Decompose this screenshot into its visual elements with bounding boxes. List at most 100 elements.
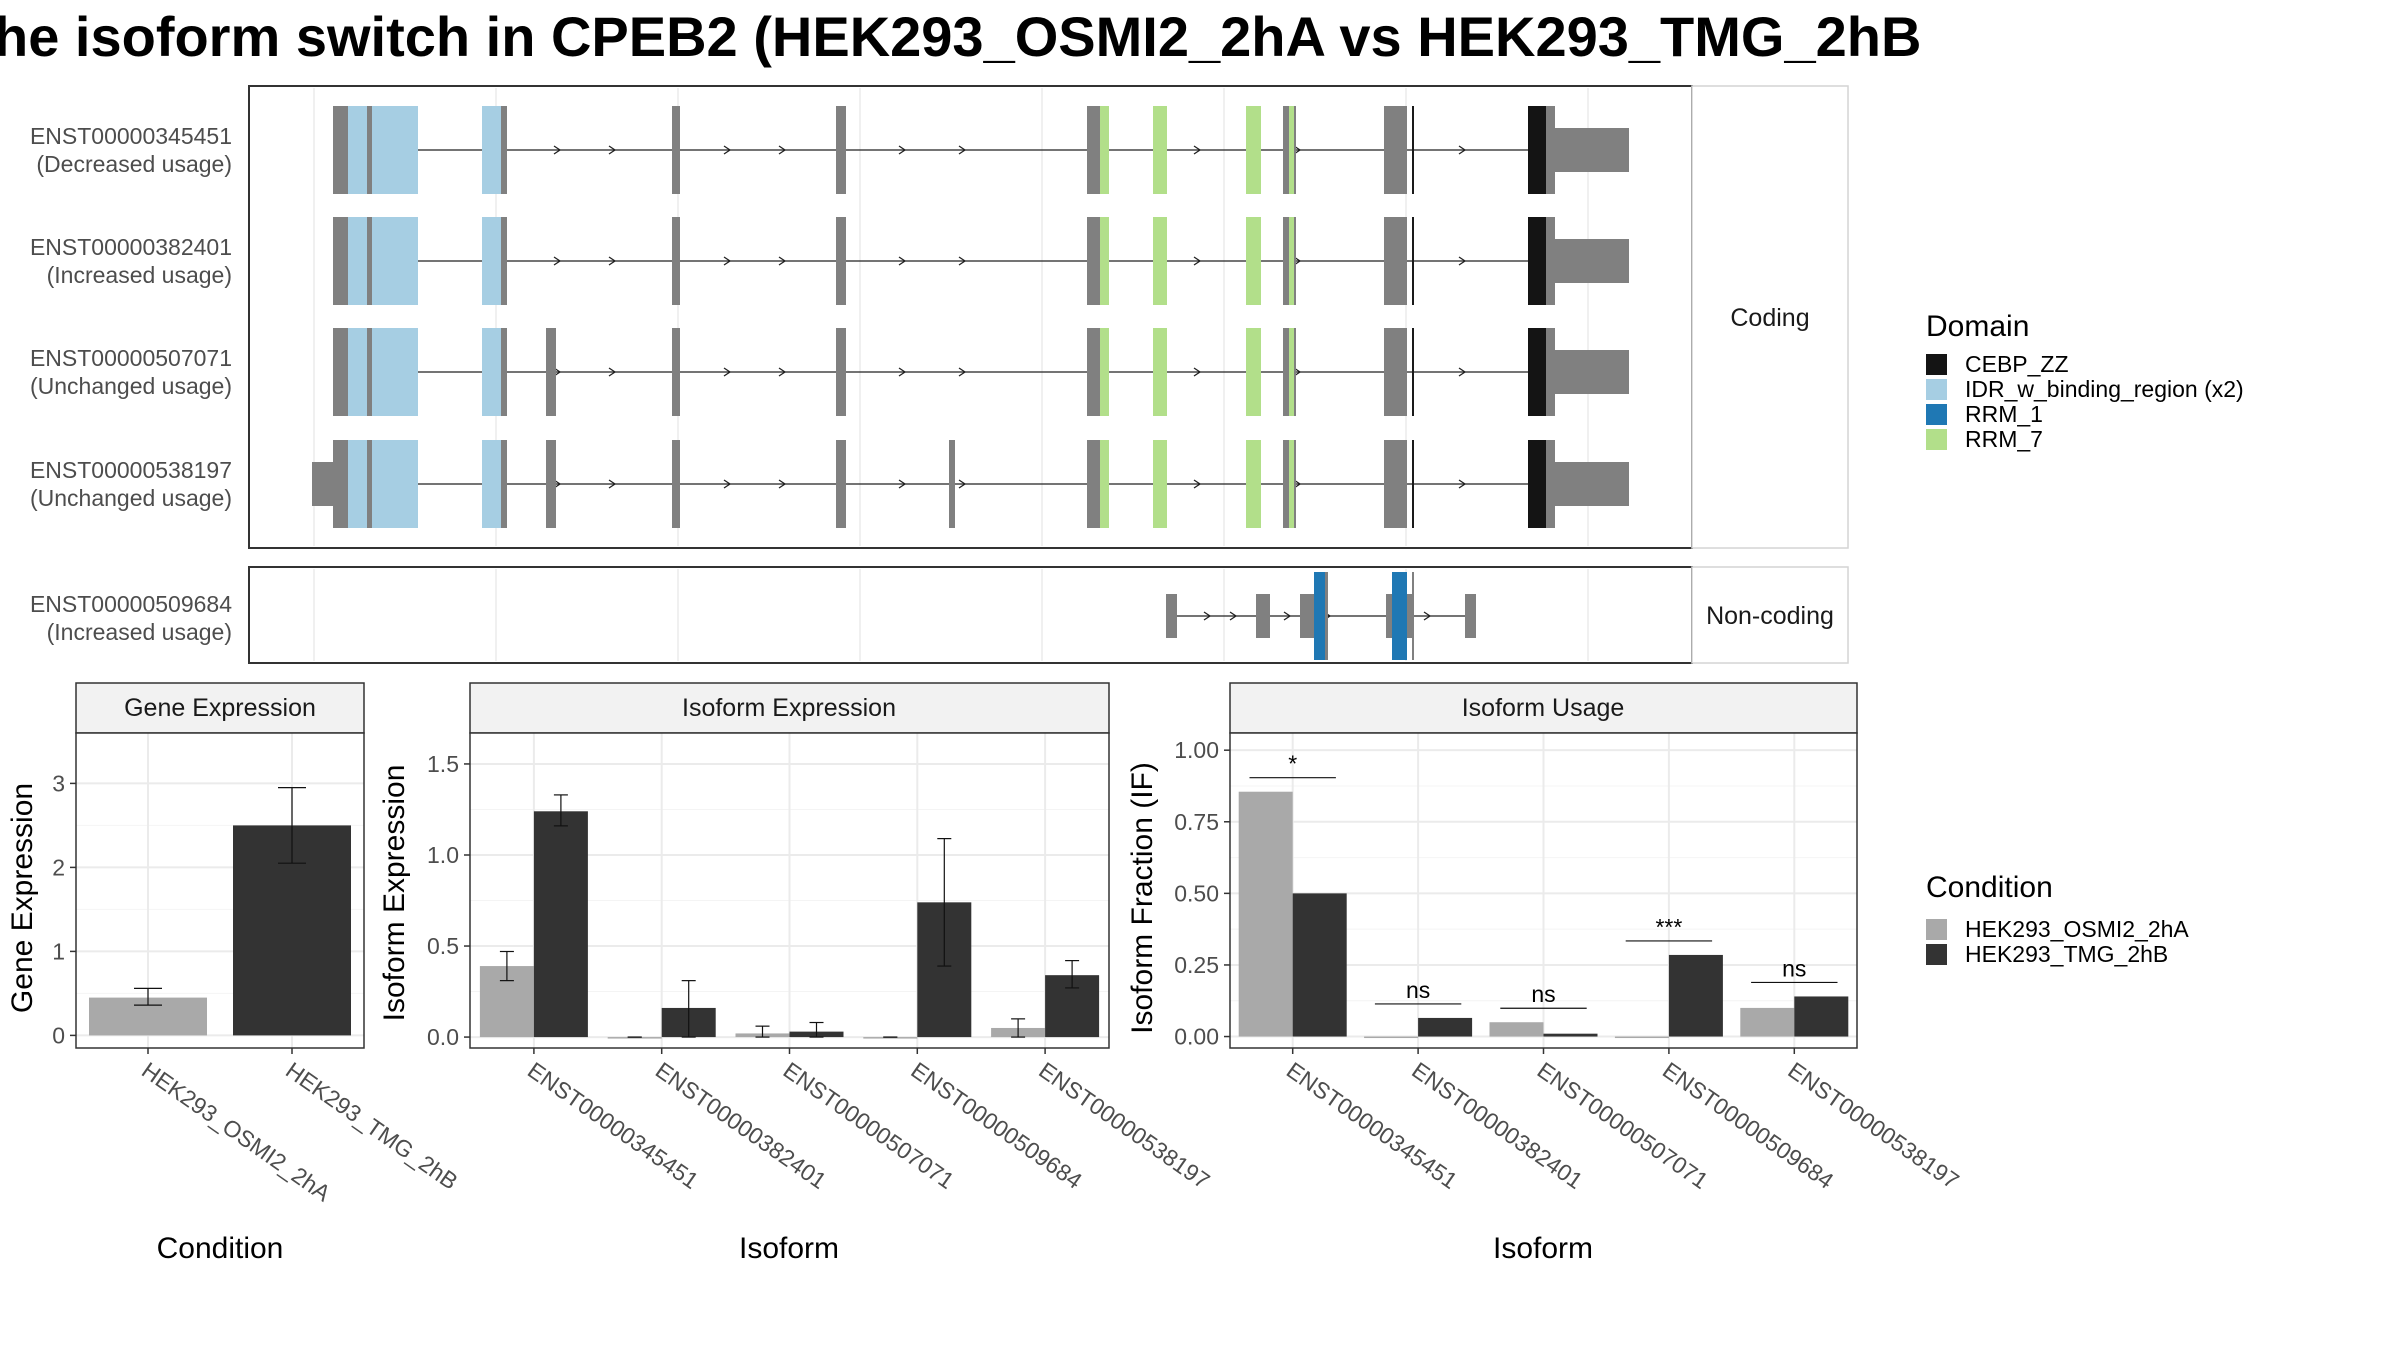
bar bbox=[1418, 1017, 1473, 1037]
exon-block bbox=[546, 328, 556, 416]
utr-block bbox=[1541, 128, 1629, 172]
strand-arrow bbox=[723, 256, 732, 266]
error-bar bbox=[278, 786, 306, 864]
error-bar bbox=[809, 1021, 824, 1038]
rrm7-domain bbox=[1246, 440, 1261, 528]
strand-arrow bbox=[898, 479, 907, 489]
error-bar bbox=[681, 980, 696, 1038]
error-bar bbox=[755, 1025, 770, 1038]
strand-arrow bbox=[778, 479, 787, 489]
transcript-track bbox=[333, 328, 1629, 416]
x-axis-label: Isoform bbox=[739, 1232, 839, 1265]
strand-arrow bbox=[723, 367, 732, 377]
bar bbox=[1292, 893, 1347, 1037]
y-tick-label: 1.0 bbox=[427, 842, 459, 868]
error-bar bbox=[553, 794, 568, 827]
strand-arrow bbox=[1458, 479, 1467, 489]
bar bbox=[863, 1037, 918, 1039]
y-tick-label: 2 bbox=[52, 854, 65, 880]
y-axis-label: Isoform Fraction (IF) bbox=[1126, 762, 1159, 1034]
y-tick-label: 0.25 bbox=[1174, 952, 1219, 978]
rrm7-domain bbox=[1289, 217, 1294, 305]
bar bbox=[1794, 996, 1849, 1037]
exon-block bbox=[1087, 440, 1100, 528]
domain-legend-label: CEBP_ZZ bbox=[1965, 351, 2069, 377]
strand-arrow bbox=[958, 145, 967, 155]
strand-arrow bbox=[778, 367, 787, 377]
exon-block bbox=[672, 106, 680, 194]
strand-arrow bbox=[1283, 611, 1292, 621]
strand-arrow bbox=[958, 479, 967, 489]
bar bbox=[1668, 954, 1723, 1037]
rrm1-domain bbox=[1314, 572, 1325, 660]
idr-domain bbox=[482, 440, 501, 528]
rrm7-domain bbox=[1100, 106, 1109, 194]
idr-domain bbox=[348, 106, 367, 194]
idr-domain bbox=[482, 328, 501, 416]
y-tick-label: 1 bbox=[52, 938, 65, 964]
error-bar bbox=[499, 950, 514, 982]
isoform-usage-panel: Isoform Usage Isoform Fraction (IF) Isof… bbox=[1126, 682, 1964, 1265]
condition-swatch bbox=[1926, 944, 1947, 965]
exon-block bbox=[672, 328, 680, 416]
panel-title: Isoform Expression bbox=[682, 694, 896, 722]
idr-domain bbox=[348, 328, 367, 416]
bar bbox=[1740, 1007, 1795, 1037]
strand-arrow bbox=[1423, 611, 1432, 621]
strand-arrow bbox=[958, 256, 967, 266]
rrm7-domain bbox=[1153, 217, 1167, 305]
x-axis-label: Isoform bbox=[1493, 1232, 1593, 1265]
figure-title: he isoform switch in CPEB2 (HEK293_OSMI2… bbox=[0, 5, 1921, 68]
transcript-label-4: ENST00000509684 (Increased usage) bbox=[30, 591, 232, 645]
utr-block bbox=[1541, 239, 1629, 283]
rrm7-domain bbox=[1289, 328, 1294, 416]
exon-block bbox=[1384, 217, 1407, 305]
bar bbox=[607, 1037, 662, 1039]
significance-label: * bbox=[1288, 751, 1297, 777]
y-tick-label: 0.00 bbox=[1174, 1024, 1219, 1050]
exon-block bbox=[367, 440, 372, 528]
bar bbox=[1614, 1036, 1669, 1039]
exon-block bbox=[836, 217, 846, 305]
strand-arrow bbox=[1193, 367, 1202, 377]
exon-block bbox=[1166, 594, 1177, 638]
strand-arrow bbox=[608, 367, 617, 377]
y-axis-label: Gene Expression bbox=[6, 783, 39, 1013]
strand-arrow bbox=[1193, 479, 1202, 489]
significance-label: ns bbox=[1531, 981, 1555, 1007]
rrm1-domain bbox=[1392, 572, 1407, 660]
exon-block bbox=[1256, 594, 1270, 638]
idr-domain bbox=[482, 217, 501, 305]
strand-arrow bbox=[778, 145, 787, 155]
exon-block bbox=[1465, 594, 1476, 638]
condition-legend-label: HEK293_TMG_2hB bbox=[1965, 941, 2168, 967]
strand-arrow bbox=[553, 145, 562, 155]
strand-arrow bbox=[1229, 611, 1238, 621]
strand-arrow bbox=[608, 256, 617, 266]
exon-block bbox=[1087, 328, 1100, 416]
domain-legend-title: Domain bbox=[1926, 310, 2029, 343]
rrm7-domain bbox=[1246, 217, 1261, 305]
strand-arrow bbox=[1193, 145, 1202, 155]
strand-arrow bbox=[958, 367, 967, 377]
exon-block bbox=[1384, 106, 1407, 194]
isoform-expression-plot: 0.00.51.01.5ENST00000345451ENST000003824… bbox=[427, 732, 1215, 1194]
rrm7-domain bbox=[1100, 217, 1109, 305]
y-tick-label: 3 bbox=[52, 770, 65, 796]
exon-block bbox=[1384, 440, 1407, 528]
transcript-id-label: ENST00000345451 bbox=[30, 123, 232, 149]
idr-domain bbox=[372, 328, 418, 416]
idr-domain bbox=[482, 106, 501, 194]
coding-strip-label: Coding bbox=[1730, 304, 1809, 332]
condition-legend-title: Condition bbox=[1926, 871, 2053, 904]
panel-strip bbox=[75, 682, 365, 734]
strand-arrow bbox=[898, 145, 907, 155]
domain-swatch bbox=[1926, 404, 1947, 425]
significance-label: ns bbox=[1782, 955, 1806, 981]
noncoding-strip-label: Non-coding bbox=[1706, 602, 1834, 630]
significance-label: *** bbox=[1655, 914, 1682, 940]
domain-legend-label: RRM_1 bbox=[1965, 401, 2043, 427]
strand-arrow bbox=[723, 145, 732, 155]
